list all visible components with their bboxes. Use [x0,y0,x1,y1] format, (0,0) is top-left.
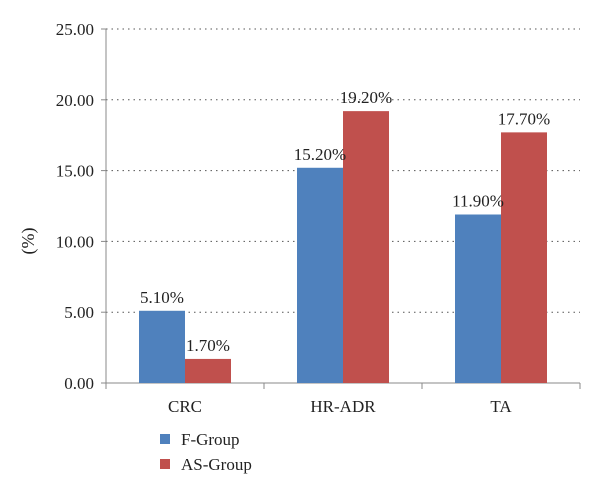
legend-swatch [160,459,170,469]
data-label: 5.10% [140,288,184,307]
y-tick-label: 5.00 [64,303,94,322]
data-label: 17.70% [498,109,550,128]
y-axis-title: (%) [18,228,39,255]
x-tick-label: CRC [168,397,202,416]
y-tick-labels: 0.00 5.00 10.00 15.00 20.00 25.00 [56,20,94,393]
x-tick-label: HR-ADR [310,397,376,416]
y-tick-label: 25.00 [56,20,94,39]
y-tick-label: 20.00 [56,91,94,110]
y-tick-label: 0.00 [64,374,94,393]
data-label: 15.20% [294,145,346,164]
bar-as-group-ta [501,132,547,383]
bar-as-group-crc [185,358,231,383]
legend-label: F-Group [181,430,240,449]
bar-as-group-hr-adr [343,111,389,384]
bar-f-group-hr-adr [297,167,343,383]
legend-swatch [160,434,170,444]
bar-f-group-crc [139,310,185,383]
legend: F-Group AS-Group [160,430,252,474]
x-tick-labels: CRC HR-ADR TA [168,397,512,416]
data-label: 19.20% [340,88,392,107]
y-tick-label: 10.00 [56,232,94,251]
bars [139,111,547,384]
data-label: 11.90% [452,191,504,210]
legend-label: AS-Group [181,455,252,474]
data-label: 1.70% [186,336,230,355]
y-tick-label: 15.00 [56,162,94,181]
bar-f-group-ta [455,214,501,383]
x-tick-label: TA [490,397,512,416]
data-labels: 5.10% 1.70% 15.20% 19.20% 11.90% 17.70% [140,88,550,355]
